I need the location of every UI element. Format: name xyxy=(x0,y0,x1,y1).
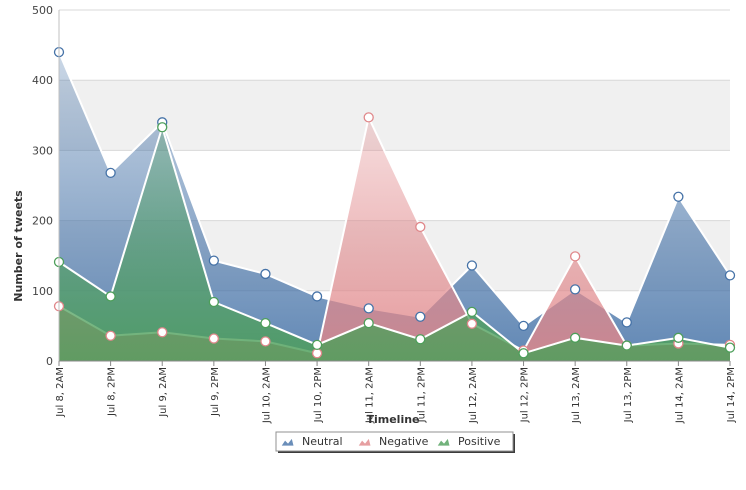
point-negative[interactable] xyxy=(260,336,271,347)
x-tick-label: Jul 9, 2AM xyxy=(158,367,169,418)
x-tick-label: Jul 14, 2PM xyxy=(726,367,737,423)
point-positive[interactable] xyxy=(363,317,374,329)
point-neutral[interactable] xyxy=(518,320,529,332)
x-tick-label: Jul 11, 2AM xyxy=(365,367,376,424)
y-tick-label: 200 xyxy=(32,215,53,228)
point-positive[interactable] xyxy=(518,348,529,359)
legend-item-positive[interactable]: Positive xyxy=(436,435,501,448)
y-axis-title: Number of tweets xyxy=(12,190,25,302)
point-negative[interactable] xyxy=(157,327,168,338)
x-tick-label: Jul 14, 2AM xyxy=(674,367,685,424)
x-tick-label: Jul 12, 2PM xyxy=(520,367,531,423)
x-tick-label: Jul 12, 2AM xyxy=(468,367,479,424)
point-positive[interactable] xyxy=(724,342,736,353)
point-positive[interactable] xyxy=(311,339,323,351)
x-tick-label: Jul 10, 2PM xyxy=(313,367,324,423)
x-tick-label: Jul 13, 2AM xyxy=(571,367,582,424)
axes xyxy=(58,10,731,366)
legend-area-icon xyxy=(280,437,295,447)
y-tick-label: 300 xyxy=(32,144,53,157)
area-positive xyxy=(59,127,730,361)
point-neutral[interactable] xyxy=(724,270,736,281)
x-tick-label: Jul 8, 2PM xyxy=(107,367,118,417)
point-negative[interactable] xyxy=(311,348,323,359)
legend-item-negative[interactable]: Negative xyxy=(357,435,429,448)
point-negative[interactable] xyxy=(105,330,116,341)
y-tick-labels: 0 100 200 300 400 500 xyxy=(32,4,53,368)
legend[interactable]: Neutral Negative Positive xyxy=(275,431,515,453)
point-neutral[interactable] xyxy=(570,284,581,295)
point-neutral[interactable] xyxy=(621,317,632,328)
point-positive[interactable] xyxy=(673,332,684,343)
point-negative[interactable] xyxy=(570,251,581,262)
point-neutral[interactable] xyxy=(673,191,684,202)
point-negative[interactable] xyxy=(208,333,219,344)
x-tick-label: Jul 13, 2PM xyxy=(623,367,634,423)
x-tick-labels: Jul 8, 2AM Jul 8, 2PM Jul 9, 2AM Jul 9, 2PM… xyxy=(55,367,737,424)
point-neutral[interactable] xyxy=(260,268,271,280)
y-tick-label: 500 xyxy=(32,4,53,17)
legend-area-icon xyxy=(357,437,372,447)
series-areas xyxy=(58,51,731,362)
area-neutral xyxy=(59,52,730,362)
legend-item-neutral[interactable]: Neutral xyxy=(280,435,343,448)
point-neutral[interactable] xyxy=(466,260,478,271)
x-tick-label: Jul 10, 2AM xyxy=(261,367,272,424)
point-positive[interactable] xyxy=(466,306,478,318)
point-positive[interactable] xyxy=(570,332,581,343)
point-neutral[interactable] xyxy=(105,167,116,179)
grid-band xyxy=(59,80,730,151)
point-positive[interactable] xyxy=(260,317,271,329)
point-neutral[interactable] xyxy=(415,311,426,322)
legend-label: Positive xyxy=(458,435,501,448)
point-negative[interactable] xyxy=(363,112,374,123)
point-positive[interactable] xyxy=(105,291,116,302)
y-tick-label: 400 xyxy=(32,74,53,87)
series-points xyxy=(53,46,736,359)
point-positive[interactable] xyxy=(621,340,632,351)
legend-label: Neutral xyxy=(302,435,343,448)
legend-label: Negative xyxy=(379,435,429,448)
point-negative[interactable] xyxy=(466,318,478,329)
legend-area-icon xyxy=(436,437,451,447)
y-tick-label: 0 xyxy=(46,355,53,368)
legend-box xyxy=(275,431,514,452)
point-positive[interactable] xyxy=(415,334,426,345)
point-positive[interactable] xyxy=(157,122,168,133)
point-neutral[interactable] xyxy=(208,255,219,266)
point-neutral[interactable] xyxy=(311,291,323,302)
x-tick-label: Jul 11, 2PM xyxy=(416,367,427,423)
x-tick-label: Jul 9, 2PM xyxy=(210,367,221,417)
line-positive xyxy=(58,123,731,355)
x-tick-label: Jul 8, 2AM xyxy=(55,367,66,418)
x-axis-title: Timeline xyxy=(366,413,419,426)
y-tick-label: 100 xyxy=(32,285,53,298)
point-neutral[interactable] xyxy=(363,303,374,314)
point-positive[interactable] xyxy=(208,296,219,308)
area-negative xyxy=(59,117,730,361)
point-negative[interactable] xyxy=(415,221,426,233)
